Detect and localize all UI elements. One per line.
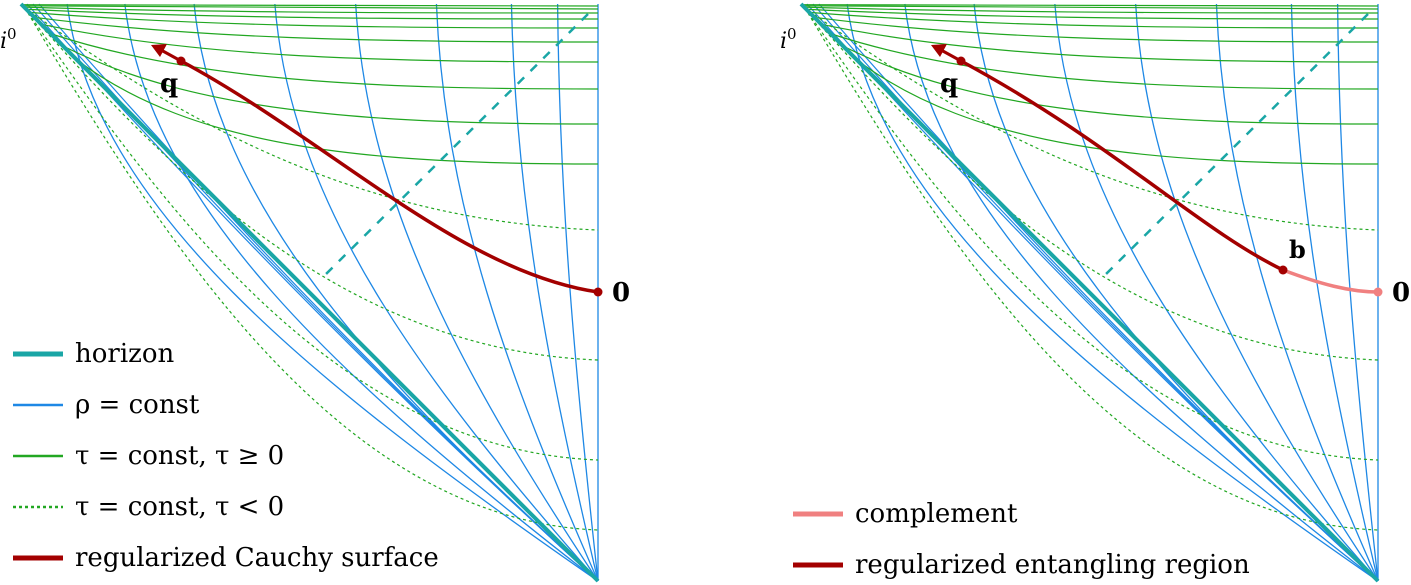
tau-neg-curve xyxy=(24,7,599,361)
rho-curve xyxy=(1290,3,1379,582)
legend-label-cauchy: regularized Cauchy surface xyxy=(75,543,439,573)
entangling-region xyxy=(960,59,1284,272)
horizon-line xyxy=(799,2,1380,583)
legend-label-tau-neg: τ = const, τ < 0 xyxy=(75,492,284,522)
dashed-null-line xyxy=(319,13,589,281)
rho-curve xyxy=(1336,3,1379,582)
tau-pos-curve xyxy=(856,59,1379,165)
rho-curve xyxy=(556,3,599,582)
rho-curve xyxy=(274,3,599,582)
point-origin-label: 0 xyxy=(1392,278,1410,308)
rho-curve xyxy=(904,3,1379,582)
tau-pos-curve xyxy=(830,33,1379,90)
tau-neg-curve xyxy=(804,7,1379,361)
complement-curve xyxy=(1282,268,1379,294)
arrow-head xyxy=(151,44,167,57)
tau-pos-curve xyxy=(62,45,599,125)
tau-neg-curve xyxy=(24,7,599,531)
corner-label-base: i xyxy=(780,29,787,54)
tau-pos-curve xyxy=(29,11,599,29)
point-b-label: b xyxy=(1289,235,1306,264)
dashed-null-line xyxy=(1099,13,1369,281)
tau-pos-curve xyxy=(804,6,1379,14)
legend-label-cauchy: regularized entangling region xyxy=(855,550,1250,580)
point-q-label: q xyxy=(160,69,178,99)
tau-neg-curve xyxy=(24,7,599,231)
tau-neg-curve xyxy=(24,7,599,461)
point-origin-label: 0 xyxy=(612,278,630,308)
tau-neg-curve xyxy=(804,7,1379,461)
tau-neg-curve xyxy=(804,7,1379,531)
legend-label-rho: ρ = const xyxy=(75,390,200,420)
tau-pos-curve xyxy=(41,23,599,63)
tau-pos-curve xyxy=(24,6,599,14)
tau-pos-curve xyxy=(50,33,599,90)
tau-neg-curve xyxy=(804,7,1379,231)
corner-label: i0 xyxy=(780,25,797,54)
rho-curve xyxy=(846,3,1379,582)
legend-label-horizon: horizon xyxy=(75,339,174,369)
tau-pos-curve xyxy=(21,4,599,7)
point-origin-dot xyxy=(593,287,603,297)
rho-curve xyxy=(510,3,599,582)
tau-pos-curve xyxy=(76,59,599,165)
corner-label-sup: 0 xyxy=(7,25,17,43)
tau-pos-curve xyxy=(26,8,599,20)
corner-label-sup: 0 xyxy=(787,25,797,43)
rho-curve xyxy=(66,3,599,582)
point-q-label: q xyxy=(940,69,958,99)
rho-curve xyxy=(818,3,1379,582)
point-q-dot xyxy=(956,56,966,66)
point-q-dot xyxy=(176,56,186,66)
tau-pos-curve xyxy=(801,4,1379,7)
point-origin-dot xyxy=(1373,287,1383,297)
rho-curve xyxy=(1135,3,1379,582)
legend-label-tau-pos: τ = const, τ ≥ 0 xyxy=(75,441,284,471)
tau-pos-curve xyxy=(814,16,1379,43)
tau-pos-curve xyxy=(821,23,1379,63)
rho-curve xyxy=(38,3,599,582)
rho-curve xyxy=(355,3,599,582)
legend-label-complement: complement xyxy=(855,499,1018,529)
tau-pos-curve xyxy=(34,16,599,43)
tau-pos-curve xyxy=(842,45,1379,125)
rho-curve xyxy=(1054,3,1379,582)
rho-curve xyxy=(124,3,599,582)
horizon-line xyxy=(19,2,600,583)
corner-label: i0 xyxy=(0,25,17,54)
tau-pos-curve xyxy=(806,8,1379,20)
cauchy-surface xyxy=(180,59,599,294)
rho-curve xyxy=(435,3,599,582)
arrow-head xyxy=(931,44,947,57)
point-b-dot xyxy=(1278,265,1288,275)
rho-curve xyxy=(1215,3,1379,582)
tau-pos-curve xyxy=(809,11,1379,29)
corner-label-base: i xyxy=(0,29,7,54)
rho-curve xyxy=(973,3,1379,582)
